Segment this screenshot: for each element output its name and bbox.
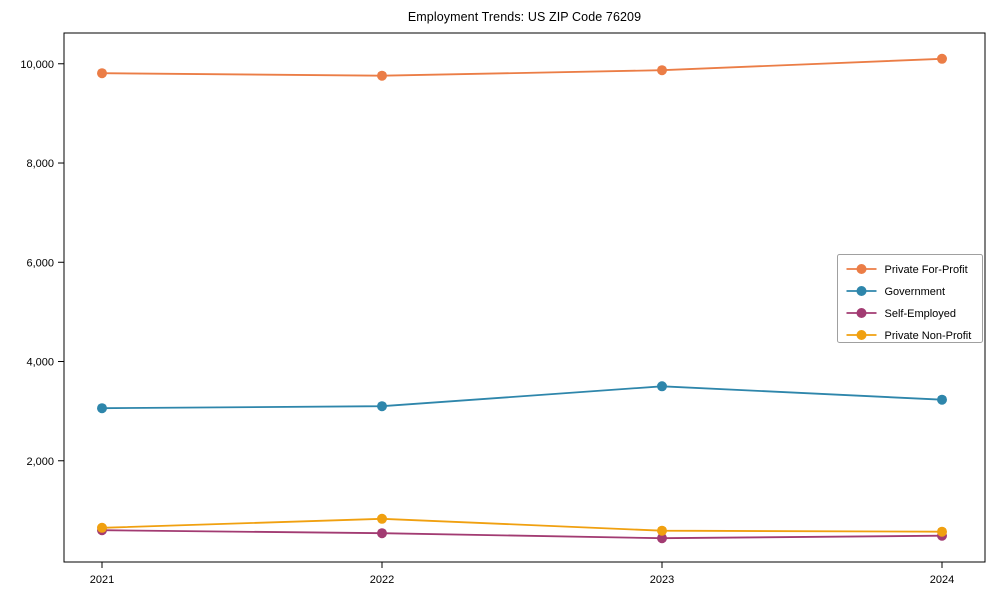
y-tick-label: 10,000 [20,59,54,71]
data-point-self-employed-2022 [377,528,387,539]
series-line-self-employed [101,529,943,540]
data-point-private-non-profit-2023 [657,525,667,536]
series-private-for-profit [97,53,947,81]
data-point-private-for-profit-2022 [377,70,387,81]
data-point-private-for-profit-2023 [657,65,667,76]
series-government [97,381,947,414]
legend-item-label: Private For-Profit [885,264,968,276]
data-point-government-2023 [657,381,667,392]
y-tick-label: 8,000 [26,158,54,170]
legend-item-label: Self-Employed [885,308,957,320]
series-line-private-for-profit [101,57,943,77]
y-tick-label: 4,000 [26,357,54,369]
series-private-non-profit [97,513,947,537]
data-point-private-non-profit-2024 [937,526,947,537]
legend-marker-icon [856,286,867,296]
legend-box [837,254,983,343]
x-tick-label: 2024 [930,574,954,586]
x-tick-label: 2021 [90,574,114,586]
series-line-government [101,385,943,410]
chart-title: Employment Trends: US ZIP Code 76209 [407,10,642,24]
data-point-government-2022 [377,401,387,412]
series-self-employed [97,525,947,544]
data-point-self-employed-2023 [657,533,667,544]
x-tick-label: 2023 [650,574,674,586]
legend-item-self-employed: Self-Employed [846,308,957,320]
data-point-private-for-profit-2021 [97,68,107,79]
y-tick-label: 2,000 [26,456,54,468]
data-point-private-non-profit-2022 [377,513,387,524]
data-point-private-for-profit-2024 [937,53,947,64]
legend-marker-icon [856,330,867,340]
plot-border [63,32,986,563]
series-line-private-non-profit [101,517,943,533]
legend-item-government: Government [846,286,946,298]
legend-item-label: Government [885,286,946,298]
data-point-private-non-profit-2021 [97,522,107,533]
legend: Private For-Profit Government Self-Employe… [837,254,983,343]
legend-item-private-non-profit: Private Non-Profit [846,330,972,342]
data-point-government-2021 [97,403,107,414]
legend-item-label: Private Non-Profit [885,330,972,342]
x-tick-label: 2022 [370,574,394,586]
legend-marker-icon [856,264,867,274]
legend-item-private-for-profit: Private For-Profit [846,264,968,276]
data-point-government-2024 [937,394,947,405]
y-tick-label: 6,000 [26,257,54,269]
legend-marker-icon [856,308,867,318]
